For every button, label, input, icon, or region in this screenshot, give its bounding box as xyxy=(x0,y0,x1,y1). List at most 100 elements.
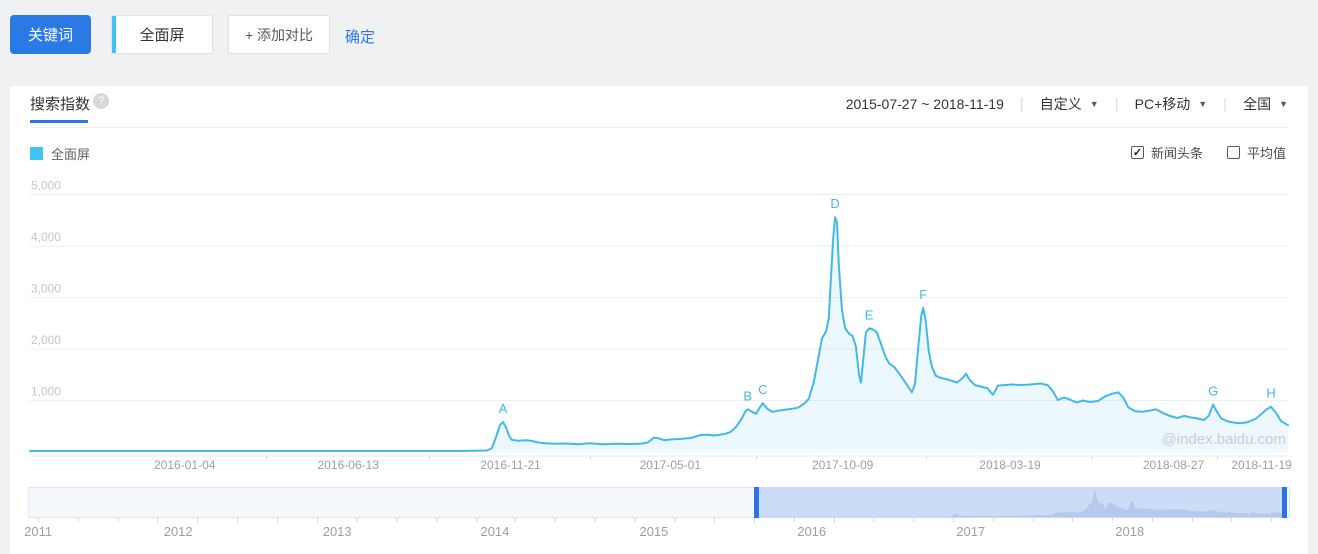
timeline-tick xyxy=(873,518,875,522)
timeline-tick xyxy=(1032,518,1034,522)
x-axis-label: 2016-06-13 xyxy=(318,458,380,472)
y-axis-label: 4,000 xyxy=(31,230,61,244)
timeline-tick xyxy=(1191,518,1193,522)
keyword-chip-label: 全面屏 xyxy=(139,27,185,44)
timeline-tick xyxy=(396,518,398,522)
keyword-tab-button[interactable]: 关键词 xyxy=(10,15,91,54)
timeline-tick xyxy=(316,518,318,522)
confirm-link[interactable]: 确定 xyxy=(345,29,376,46)
separator: | xyxy=(1019,95,1024,113)
news-headlines-toggle[interactable]: ✓ 新闻头条 xyxy=(1130,143,1203,162)
series-legend: 全面屏 xyxy=(30,144,90,163)
timeline-year-2016: 2016 xyxy=(797,524,827,539)
region-dropdown[interactable]: 全国 ▼ xyxy=(1243,94,1288,114)
timeline-year-2018: 2018 xyxy=(1115,524,1145,539)
timeline-tick xyxy=(952,518,954,522)
timeline-tick xyxy=(475,518,477,522)
timeline-tick xyxy=(1151,518,1153,522)
timeline-mini-chart xyxy=(757,490,1286,518)
average-toggle[interactable]: 平均值 xyxy=(1226,143,1286,162)
series-name: 全面屏 xyxy=(51,147,91,162)
peak-annotation-C: C xyxy=(758,382,767,397)
average-label: 平均值 xyxy=(1246,146,1286,161)
tab-search-index[interactable]: 搜索指数 xyxy=(30,96,91,113)
search-index-chart[interactable]: 1,000 2,000 3,000 4,000 5,000 A B C D E F G H 2016-01… xyxy=(29,179,1292,480)
timeline-tick xyxy=(515,518,517,522)
timeline-tick xyxy=(157,518,159,522)
timeline-tick xyxy=(236,518,238,522)
mini-series-silhouette xyxy=(757,490,1286,518)
separator: | xyxy=(1223,95,1228,113)
timeline-tick xyxy=(793,518,795,522)
peak-annotation-E: E xyxy=(865,307,874,322)
y-axis-label: 3,000 xyxy=(31,282,61,296)
timeline-tick xyxy=(1271,518,1273,522)
series-area xyxy=(30,217,1288,452)
x-axis-label: 2018-11-19 xyxy=(1231,458,1292,472)
x-axis-label: 2016-11-21 xyxy=(480,458,541,472)
keyword-accent-bar xyxy=(112,16,116,53)
timeline-tick xyxy=(754,518,756,522)
index-card xyxy=(10,86,1308,554)
timeline-tick xyxy=(38,518,40,522)
separator: | xyxy=(1114,95,1119,113)
overlay-toggles: ✓ 新闻头条 平均值 xyxy=(1107,143,1286,162)
timeline-tick xyxy=(435,518,437,522)
timeline-right-handle[interactable] xyxy=(1282,487,1288,518)
series-swatch xyxy=(30,147,43,160)
help-icon[interactable]: ? xyxy=(93,93,109,109)
timeline-tick xyxy=(1112,518,1114,522)
timeline-tick xyxy=(913,518,915,522)
timeline-tick xyxy=(117,518,119,522)
peak-annotation-A: A xyxy=(499,401,508,416)
x-axis-label: 2017-05-01 xyxy=(640,458,702,472)
region-label: 全国 xyxy=(1243,96,1272,112)
add-compare-label: + 添加对比 xyxy=(244,26,314,43)
watermark: @index.baidu.com xyxy=(1162,431,1286,448)
timeline-tick xyxy=(555,518,557,522)
chevron-down-icon: ▼ xyxy=(1279,99,1288,109)
range-type-dropdown[interactable]: 自定义 ▼ xyxy=(1040,94,1099,114)
timeline-left-handle[interactable] xyxy=(754,487,760,518)
chevron-down-icon: ▼ xyxy=(1198,99,1208,109)
date-range-label[interactable]: 2015-07-27 ~ 2018-11-19 xyxy=(845,96,1004,112)
peak-annotation-H: H xyxy=(1266,386,1275,401)
timeline-year-2014: 2014 xyxy=(480,524,510,539)
timeline-year-2017: 2017 xyxy=(956,524,986,539)
timeline-year-2013: 2013 xyxy=(322,524,352,539)
timeline-year-2012: 2012 xyxy=(163,524,193,539)
checkbox-checked-icon[interactable]: ✓ xyxy=(1130,146,1144,159)
x-axis-label: 2018-03-19 xyxy=(979,458,1041,472)
timeline-selected-range[interactable] xyxy=(757,487,1286,518)
timeline-year-labels: 2011 2012 2013 2014 2015 2016 2017 2018 xyxy=(24,524,1290,542)
timeline-ticks xyxy=(28,518,1290,523)
peak-annotation-G: G xyxy=(1208,384,1218,399)
timeline-tick xyxy=(276,518,278,522)
peak-annotation-F: F xyxy=(919,287,927,302)
header-controls: 2015-07-27 ~ 2018-11-19 | 自定义 ▼ | PC+移动 … xyxy=(846,94,1288,114)
timeline-tick xyxy=(634,518,636,522)
active-tab-underline xyxy=(30,120,88,123)
timeline-tick xyxy=(1072,518,1074,522)
range-type-label: 自定义 xyxy=(1039,96,1082,112)
timeline-tick xyxy=(1231,518,1233,522)
peak-annotation-D: D xyxy=(830,196,839,211)
x-axis-label: 2018-08-27 xyxy=(1143,458,1205,472)
chevron-down-icon: ▼ xyxy=(1089,99,1099,109)
timeline-tick xyxy=(197,518,199,522)
keyword-chip[interactable]: 全面屏 xyxy=(111,15,213,54)
y-axis-label: 1,000 xyxy=(31,385,61,399)
x-axis-label: 2017-10-09 xyxy=(812,458,874,472)
header-divider xyxy=(30,127,1288,128)
timeline-tick xyxy=(833,518,835,522)
news-headlines-label: 新闻头条 xyxy=(1150,146,1203,161)
device-dropdown[interactable]: PC+移动 ▼ xyxy=(1135,94,1208,114)
timeline-tick xyxy=(594,518,596,522)
timeline-year-2015: 2015 xyxy=(639,524,669,539)
timeline-tick xyxy=(77,518,79,522)
y-axis-label: 2,000 xyxy=(31,333,61,347)
timeline-slider[interactable] xyxy=(28,487,1290,518)
add-compare-button[interactable]: + 添加对比 xyxy=(228,15,330,54)
checkbox-unchecked-icon[interactable] xyxy=(1226,146,1240,159)
